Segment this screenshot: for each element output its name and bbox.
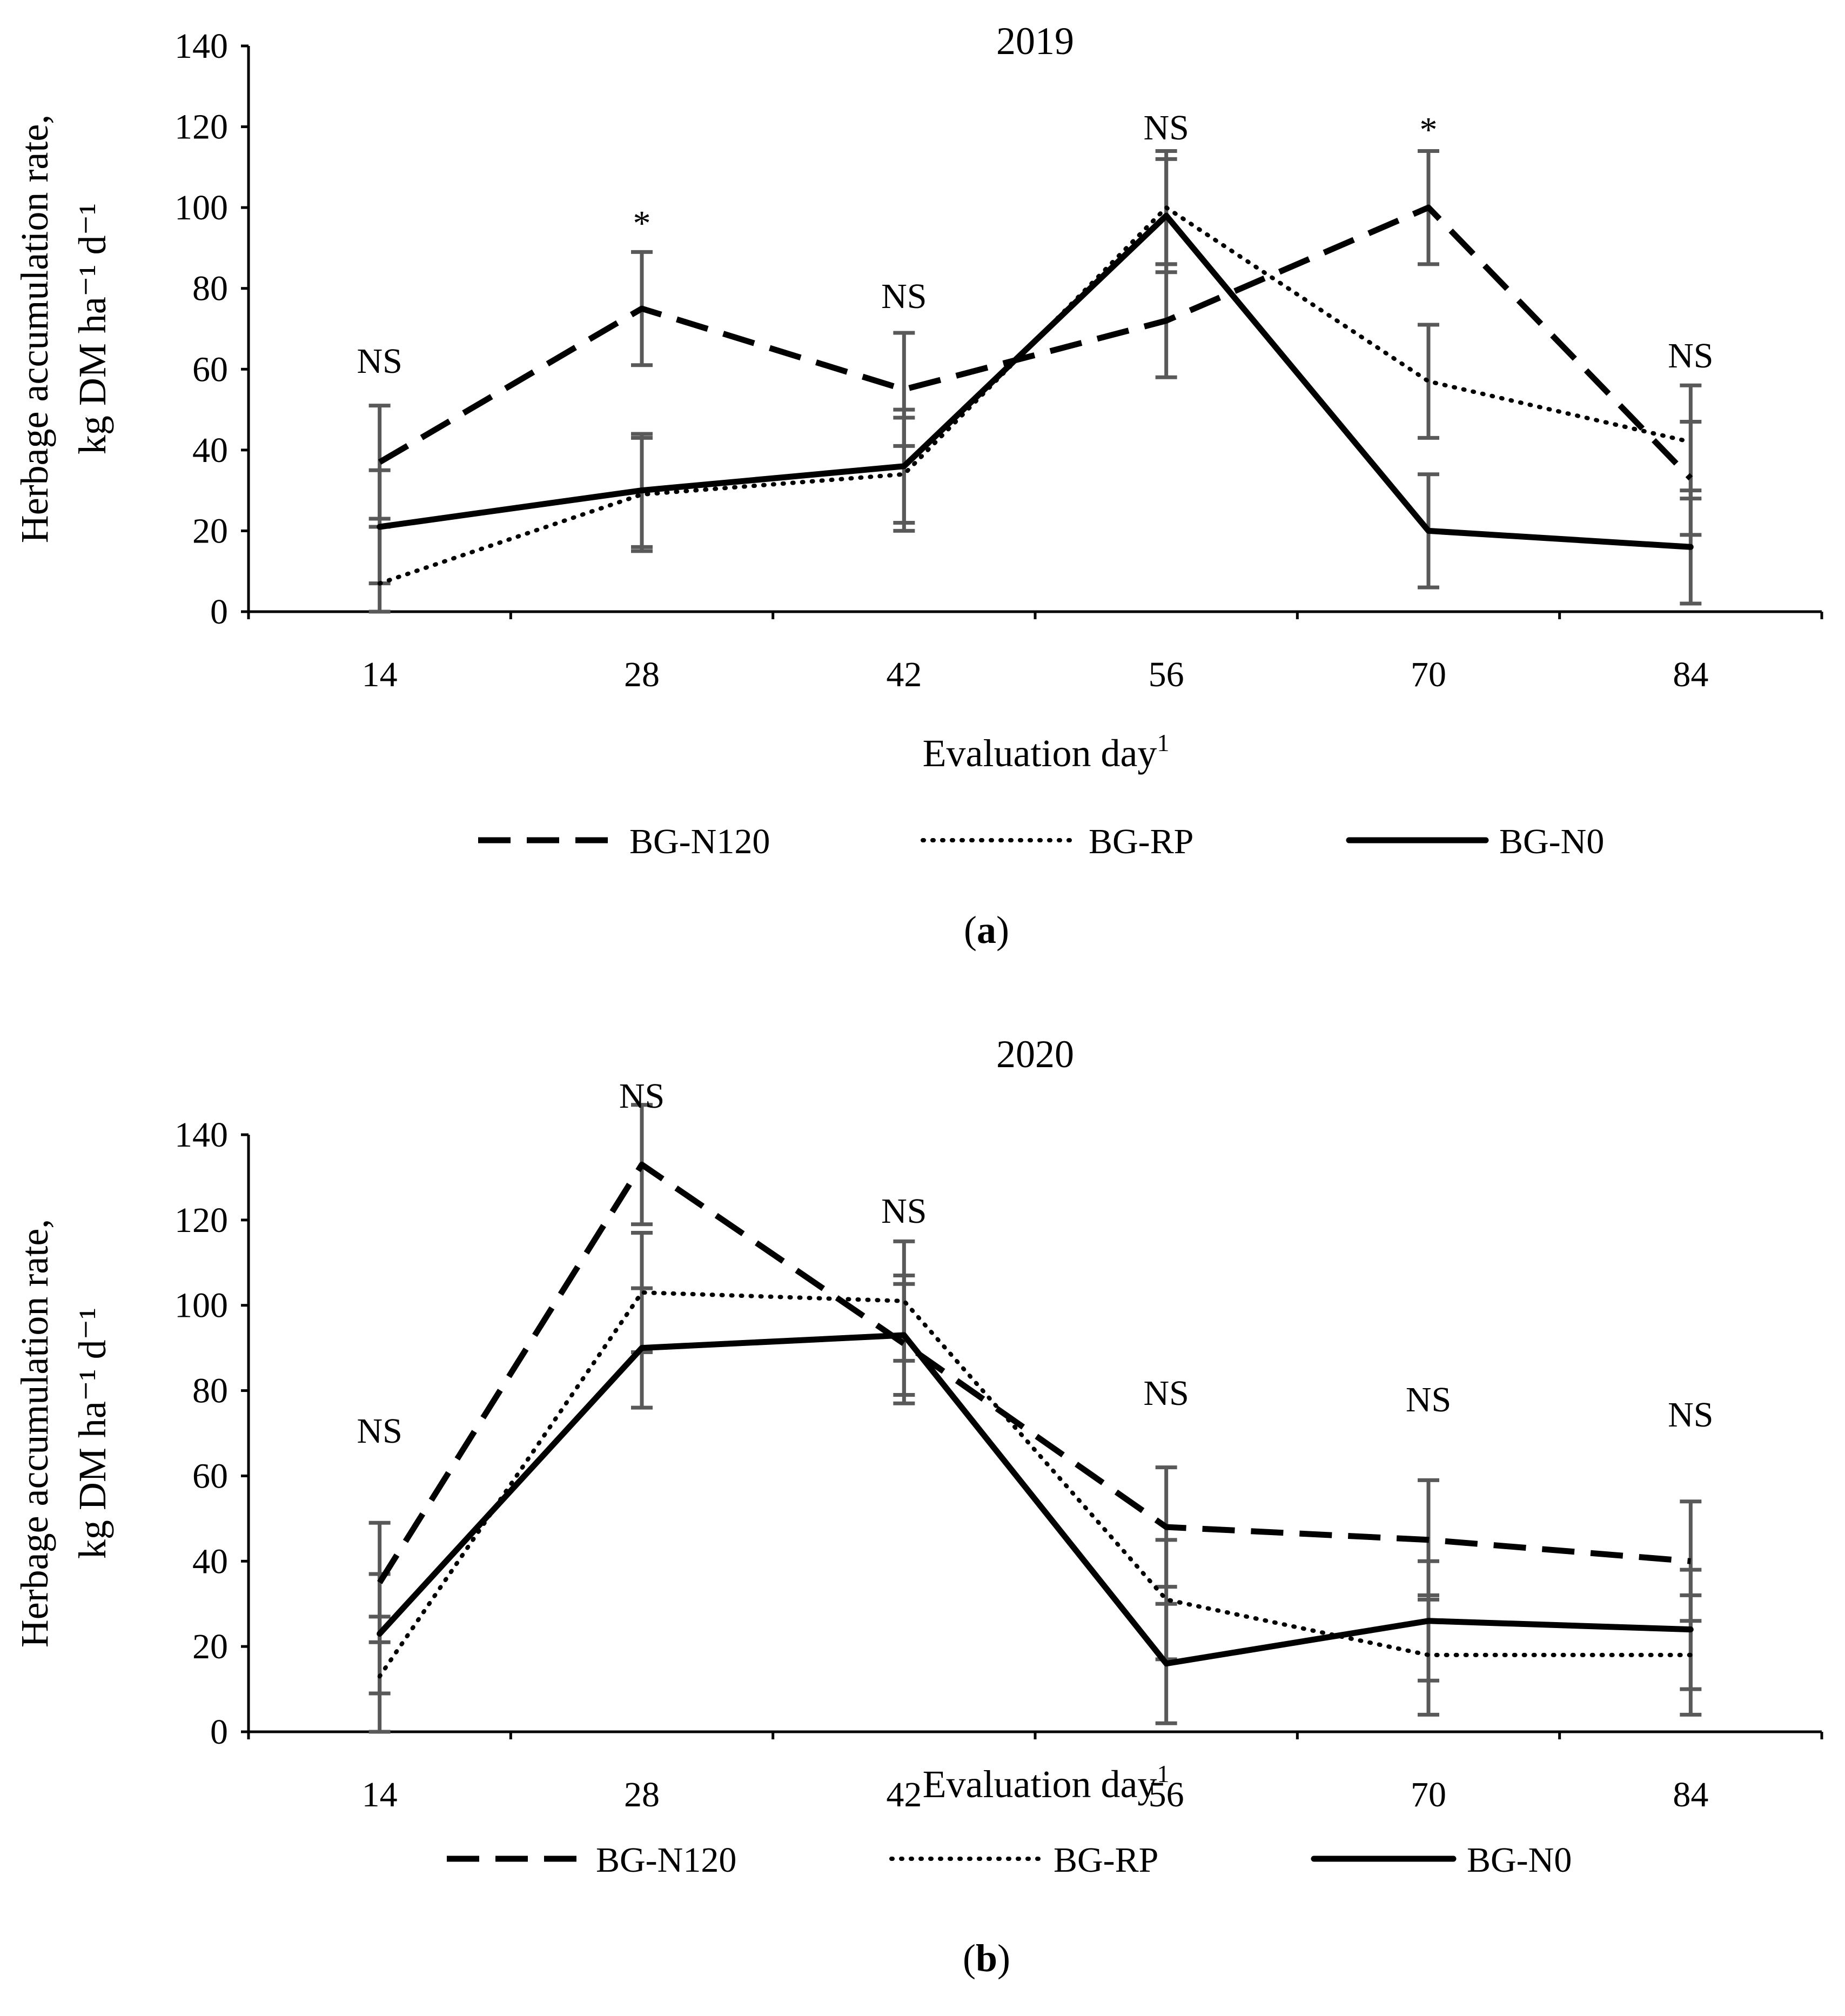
y-axis-title-line2: kg DM ha⁻¹ d⁻¹ [71,203,114,454]
y-tick-label: 80 [192,1371,228,1411]
x-tick-label: 84 [1673,655,1708,694]
y-tick-label: 120 [175,1201,228,1240]
y-tick-label: 40 [192,1542,228,1581]
chart-title: 2019 [996,19,1074,63]
legend-item-bg-n120: BG-N120 [478,822,770,861]
significance-label: NS [1143,1374,1189,1413]
x-tick-label: 70 [1411,1775,1446,1814]
chart-panel-b: 2020 0 20 40 60 80 100 120 140 14 28 42 56 70 84 Evalua… [13,1033,1823,1980]
y-axis-title-line1: Herbage accumulation rate, [13,1219,56,1648]
legend-item-bg-rp: BG-RP [921,822,1193,861]
legend-item-bg-n0: BG-N0 [1346,822,1604,861]
y-tick-label: 100 [175,188,228,227]
significance-label: * [1420,110,1438,150]
legend-label: BG-N120 [596,1840,736,1880]
significance-label: NS [619,1076,665,1116]
y-axis-title-line2: kg DM ha⁻¹ d⁻¹ [71,1308,114,1559]
x-tick-label: 42 [886,655,922,694]
legend-label: BG-N120 [629,822,770,861]
y-tick-label: 60 [192,1456,228,1496]
y-tick-label: 120 [175,108,228,147]
legend-label: BG-RP [1089,822,1193,861]
significance-label: NS [1143,108,1189,148]
y-tick-label: 80 [192,269,228,309]
significance-label: NS [881,1191,927,1231]
y-tick-label: 20 [192,511,228,551]
series-line-bg-n0 [377,212,1694,550]
chart-title: 2020 [996,1033,1074,1076]
y-tick-label: 40 [192,431,228,470]
series-line-bg-rp [377,1290,1693,1679]
y-tick-label: 140 [175,1115,228,1155]
legend-item-bg-n0: BG-N0 [1311,1840,1572,1880]
x-tick-label: 28 [624,1775,660,1814]
x-tick-label: 14 [362,1775,398,1814]
x-tick-label: 42 [886,1775,922,1814]
x-tick-label: 14 [362,655,398,694]
x-axis-title: Evaluation day1 [923,729,1170,775]
legend: BG-N120 BG-RP BG-N0 [447,1840,1572,1880]
significance-label: NS [357,341,402,381]
y-tick-label: 60 [192,350,228,389]
series-line-bg-n0 [377,1332,1694,1667]
legend-label: BG-N0 [1499,822,1604,861]
x-tick-label: 56 [1149,1775,1184,1814]
legend-item-bg-n120: BG-N120 [447,1840,736,1880]
x-tick-label: 28 [624,655,660,694]
x-tick-label: 70 [1411,655,1446,694]
y-tick-label: 20 [192,1627,228,1666]
legend-item-bg-rp: BG-RP [889,1840,1158,1880]
series-line-bg-rp [377,205,1693,586]
y-axis-title-line1: Herbage accumulation rate, [13,115,56,544]
significance-label: NS [1668,1395,1713,1435]
panel-label: (a) [964,908,1009,952]
legend-label: BG-RP [1054,1840,1158,1880]
x-tick-label: 56 [1149,655,1184,694]
x-axis-title: Evaluation day1 [923,1760,1170,1806]
y-tick-label: 0 [210,592,228,632]
y-tick-label: 140 [175,26,228,66]
y-tick-label: 100 [175,1286,228,1325]
legend-label: BG-N0 [1467,1840,1572,1880]
significance-label: * [633,204,651,243]
chart-panel-a: 2019 0 20 40 60 80 100 120 140 14 28 42 56 70 84 Evalua… [13,19,1823,952]
x-tick-label: 84 [1673,1775,1708,1814]
significance-label: NS [1406,1380,1451,1419]
significance-label: NS [357,1411,402,1451]
legend: BG-N120 BG-RP BG-N0 [478,822,1604,861]
y-tick-label: 0 [210,1712,228,1752]
panel-label: (b) [963,1937,1010,1980]
significance-label: NS [881,277,927,316]
series-line-bg-n120 [378,204,1693,481]
significance-label: NS [1668,336,1713,376]
series-line-bg-n120 [377,1161,1691,1584]
